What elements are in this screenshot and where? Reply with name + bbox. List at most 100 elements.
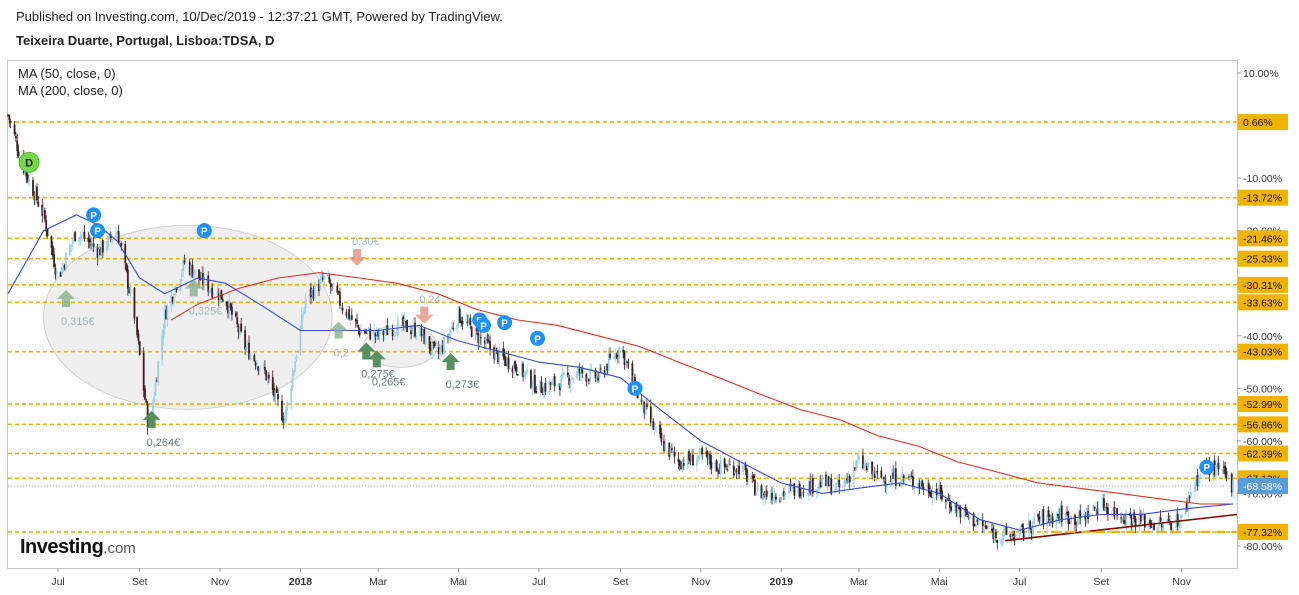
x-tick-label: Jul bbox=[532, 576, 545, 588]
candle-body bbox=[937, 495, 939, 497]
candle-body bbox=[819, 481, 822, 488]
candle-body bbox=[451, 326, 453, 330]
p-marker-icon[interactable] bbox=[90, 223, 106, 239]
candle-body bbox=[531, 386, 534, 390]
candle-body bbox=[78, 238, 81, 243]
candle-body bbox=[1088, 513, 1091, 518]
candle-body bbox=[736, 464, 739, 475]
candle-body bbox=[72, 233, 75, 241]
p-marker-icon[interactable] bbox=[196, 223, 212, 239]
candle-body bbox=[511, 367, 514, 373]
level-label: -52.99% bbox=[1243, 399, 1282, 411]
candle-body bbox=[404, 321, 407, 323]
candle-body bbox=[800, 495, 802, 497]
candle-body bbox=[1067, 512, 1070, 524]
candle-body bbox=[506, 357, 509, 365]
candle-body bbox=[43, 210, 46, 220]
candle-body bbox=[128, 289, 131, 293]
candle-body bbox=[963, 507, 966, 517]
candle-body bbox=[493, 347, 495, 359]
candle-body bbox=[1134, 518, 1137, 527]
candle-body bbox=[228, 300, 231, 315]
candle-body bbox=[975, 522, 978, 524]
candle-body bbox=[387, 330, 390, 333]
candle-body bbox=[13, 124, 16, 135]
candle-body bbox=[1107, 507, 1109, 516]
candle-body bbox=[569, 380, 572, 387]
candle-body bbox=[900, 484, 902, 486]
candle-body bbox=[483, 340, 486, 344]
candle-body bbox=[32, 179, 34, 196]
candle-body bbox=[292, 370, 295, 376]
candle-body bbox=[346, 311, 349, 319]
candle-body bbox=[742, 465, 744, 473]
p-marker-icon[interactable] bbox=[497, 315, 513, 331]
candle-body bbox=[763, 493, 766, 496]
p-marker-label: P bbox=[480, 321, 487, 332]
candle-body bbox=[53, 254, 56, 268]
candle-body bbox=[1083, 513, 1086, 516]
candle-body bbox=[188, 261, 191, 275]
candle-body bbox=[1092, 504, 1095, 512]
candle-body bbox=[487, 340, 490, 342]
candle-body bbox=[348, 309, 351, 320]
candle-body bbox=[651, 419, 654, 425]
candle-body bbox=[843, 480, 846, 488]
candle-body bbox=[856, 460, 859, 462]
level-label: -25.33% bbox=[1243, 254, 1282, 266]
candle-body bbox=[45, 220, 48, 232]
candle-body bbox=[273, 388, 275, 397]
candle-body bbox=[1230, 473, 1233, 493]
candle-body bbox=[105, 245, 108, 251]
candle-body bbox=[1143, 514, 1146, 528]
candle-body bbox=[725, 465, 727, 468]
d-marker-icon[interactable] bbox=[18, 151, 40, 173]
candle-body bbox=[320, 276, 323, 279]
candle-body bbox=[489, 341, 492, 349]
candle-body bbox=[696, 459, 698, 466]
candle-body bbox=[403, 318, 406, 327]
candle-body bbox=[815, 489, 818, 493]
candle-body bbox=[356, 320, 358, 324]
level-label-box bbox=[1238, 416, 1288, 433]
p-marker-label: P bbox=[632, 384, 639, 395]
candle-body bbox=[70, 244, 73, 246]
candle-body bbox=[1101, 497, 1104, 506]
level-label-box bbox=[1238, 294, 1288, 311]
candle-body bbox=[1167, 519, 1170, 521]
candle-body bbox=[1213, 460, 1216, 476]
candle-body bbox=[175, 288, 178, 291]
level-label: -77.32% bbox=[1243, 527, 1282, 539]
candle-body bbox=[802, 491, 805, 493]
candle-body bbox=[254, 362, 257, 367]
candle-body bbox=[514, 361, 517, 369]
y-tick-label: -50.00% bbox=[1243, 383, 1282, 395]
x-tick-label: Nov bbox=[692, 576, 711, 588]
candle-body bbox=[441, 345, 444, 353]
candle-body bbox=[784, 492, 787, 496]
candle-body bbox=[710, 461, 713, 469]
p-marker-icon[interactable] bbox=[627, 380, 643, 396]
candle-body bbox=[209, 290, 212, 292]
candle-body bbox=[1022, 528, 1025, 538]
price-annotation-label: 0,30€ bbox=[352, 236, 380, 248]
candle-body bbox=[661, 439, 664, 441]
candle-body bbox=[977, 520, 980, 524]
candle-body bbox=[944, 499, 947, 503]
candle-body bbox=[1024, 533, 1026, 536]
p-marker-icon[interactable] bbox=[86, 207, 102, 223]
level-label-box bbox=[1238, 276, 1288, 293]
candle-body bbox=[208, 289, 211, 292]
candle-body bbox=[560, 375, 563, 389]
candle-body bbox=[818, 480, 821, 489]
candle-body bbox=[88, 239, 91, 243]
candle-body bbox=[901, 473, 904, 482]
p-marker-icon[interactable] bbox=[530, 330, 546, 346]
candle-body bbox=[1189, 491, 1192, 496]
candle-body bbox=[595, 376, 598, 381]
p-marker-icon[interactable] bbox=[476, 317, 492, 333]
candle-body bbox=[428, 336, 431, 349]
p-marker-icon[interactable] bbox=[1199, 459, 1215, 475]
candle-body bbox=[1001, 537, 1004, 541]
